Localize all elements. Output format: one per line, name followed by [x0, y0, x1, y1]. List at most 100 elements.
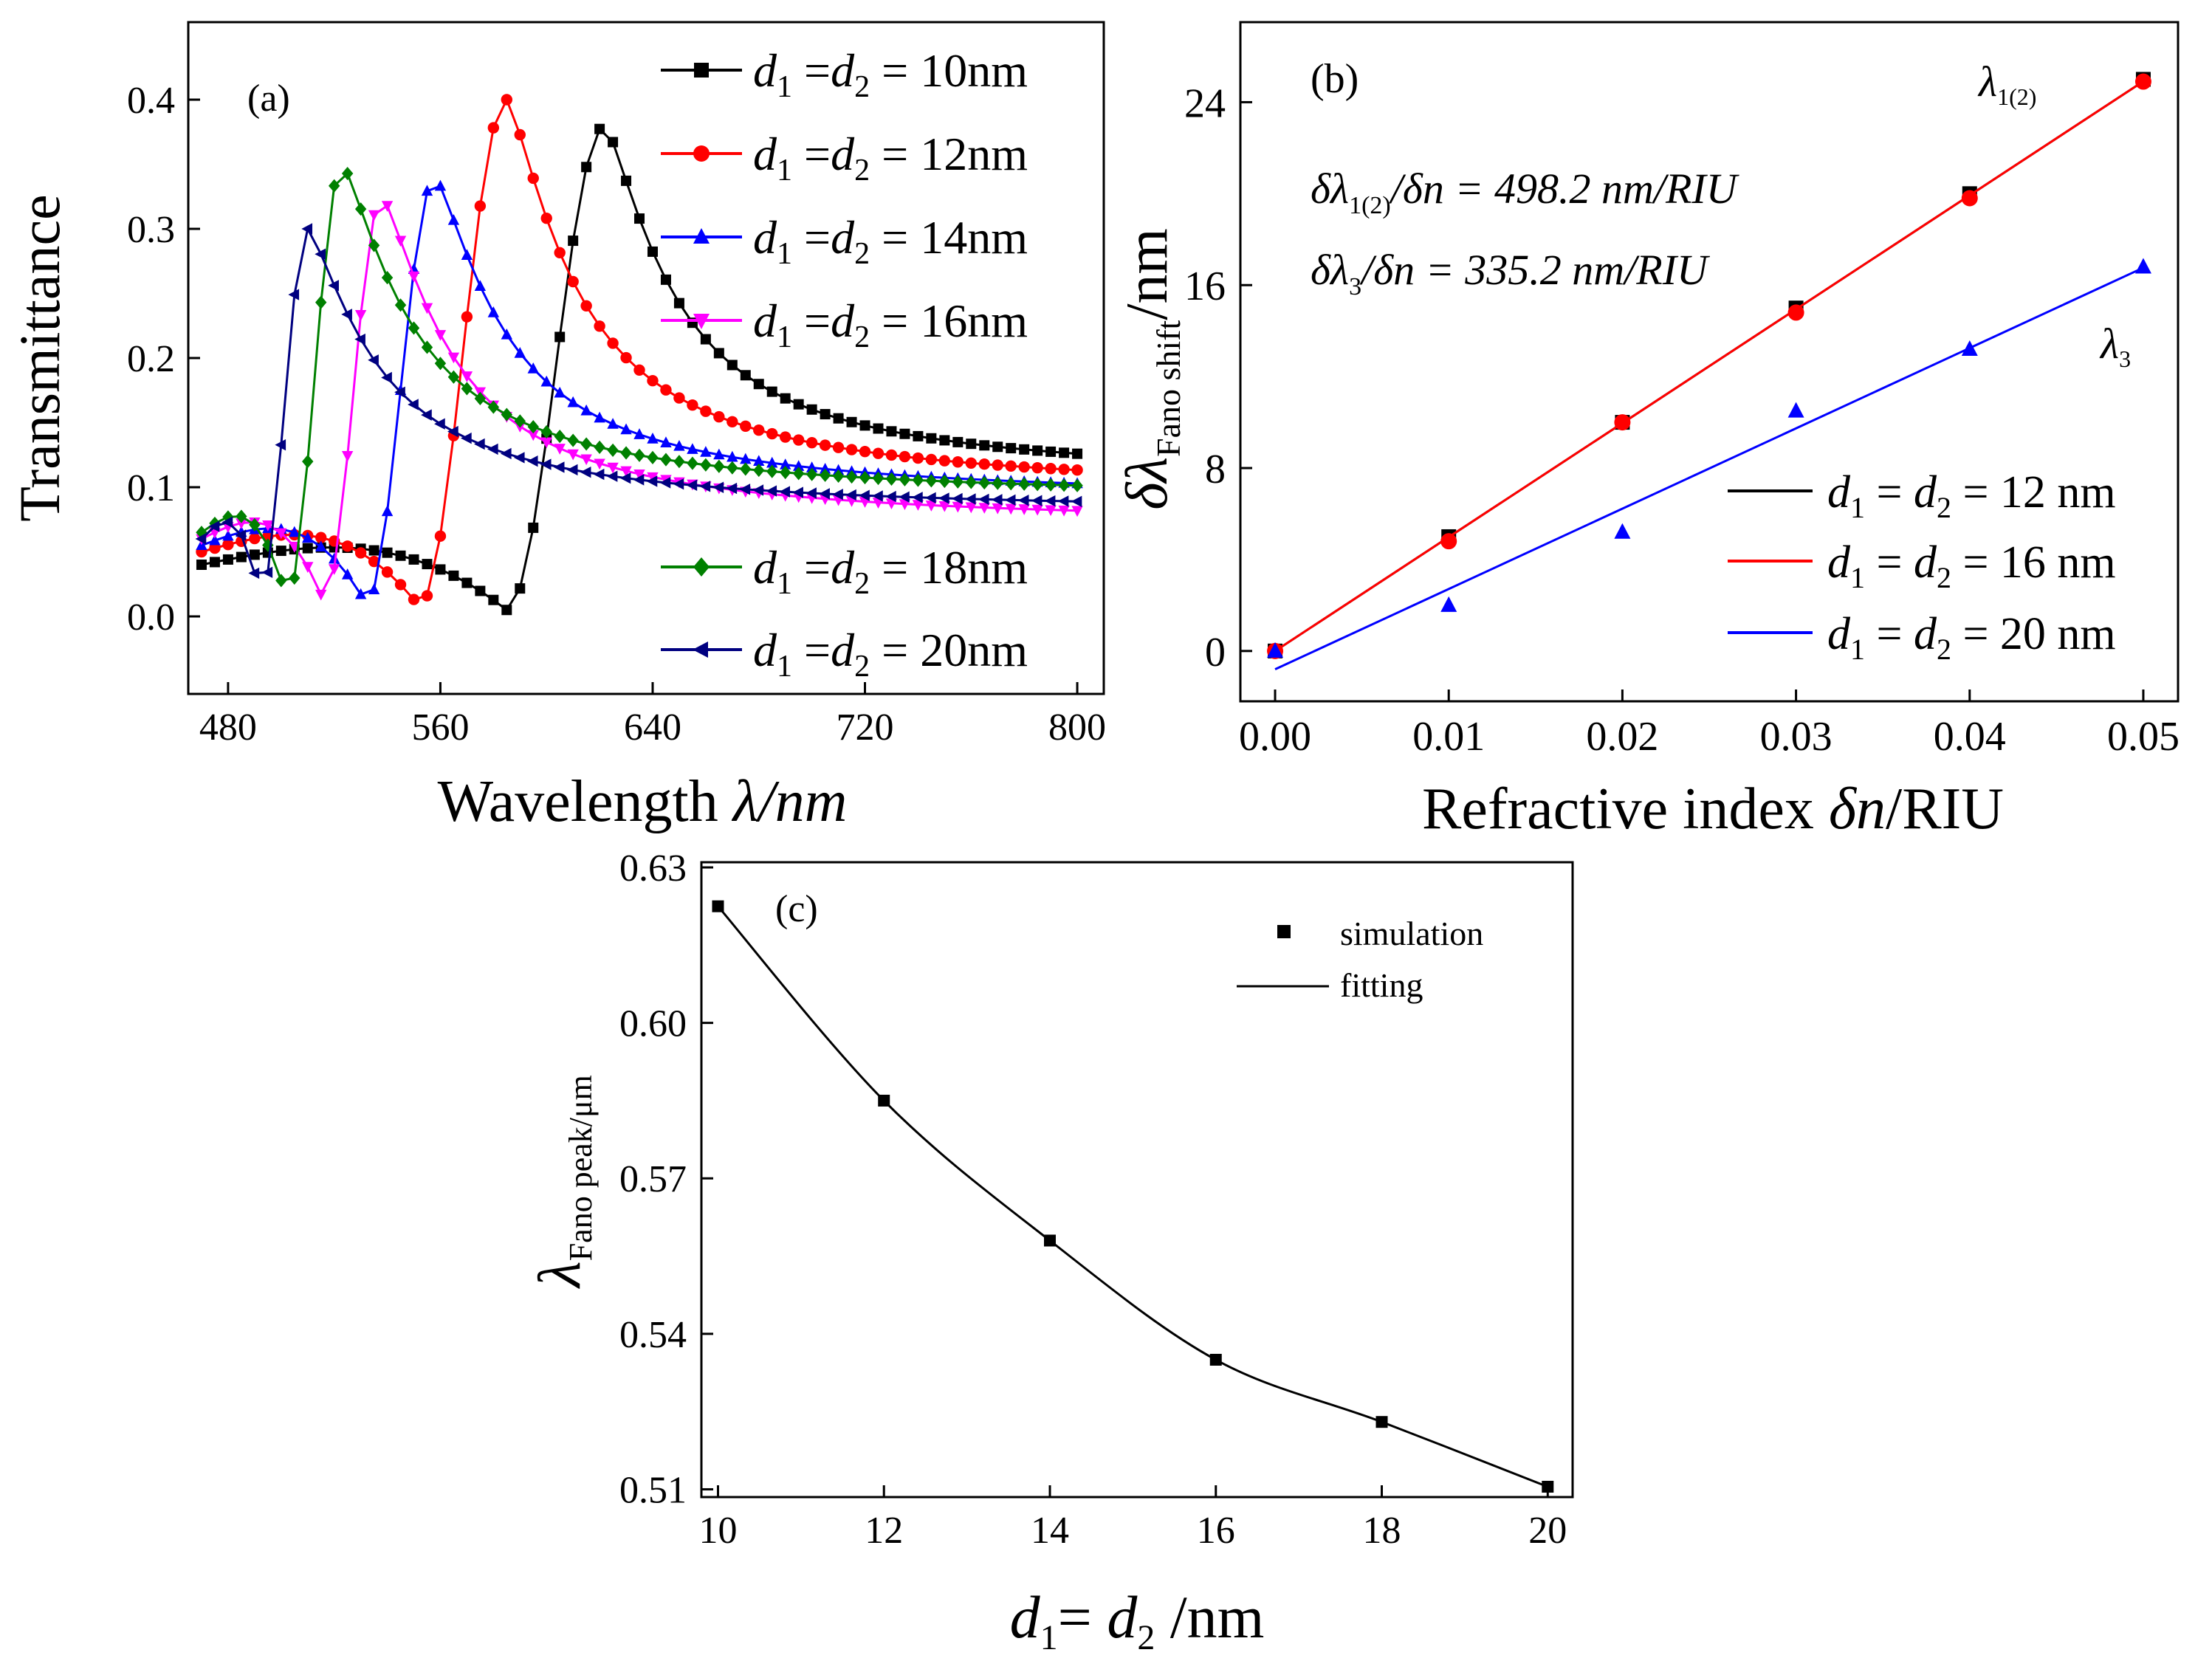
panel-a-point-20nm — [1031, 495, 1043, 506]
panel-a-point-14nm — [222, 529, 234, 541]
panel-a-point-12nm — [209, 542, 221, 554]
panel-b-series-group — [1267, 72, 2151, 670]
panel-a-point-12nm — [461, 311, 473, 323]
panel-c-fitting-line — [717, 905, 1548, 1488]
panel-a-point-12nm — [594, 320, 605, 332]
legend-a-label-14nm: d1 =d2 = 14nm — [753, 211, 1028, 271]
legend-b-label-0: d1 = d2 = 12 nm — [1827, 467, 2116, 524]
panel-a-point-18nm — [899, 472, 911, 486]
panel-a-point-14nm — [792, 460, 805, 471]
panel-a-point-20nm — [447, 425, 458, 438]
panel-a-point-10nm — [966, 438, 977, 450]
panel-a-point-20nm — [819, 488, 830, 500]
panel-c-xtick-label: 18 — [1363, 1510, 1401, 1552]
panel-a-point-18nm — [275, 574, 287, 588]
panel-a-point-10nm — [488, 594, 499, 605]
panel-c-simulation-point — [1209, 1353, 1222, 1366]
panel-a-point-18nm — [580, 437, 592, 451]
panel-a-point-12nm — [992, 459, 1003, 471]
panel-a-point-20nm — [195, 533, 207, 545]
panel-a-point-16nm — [408, 271, 420, 283]
panel-b-curve-label-3: λ3 — [2099, 320, 2131, 372]
panel-a-point-10nm — [727, 360, 738, 371]
panel-a-point-12nm — [1071, 464, 1083, 476]
panel-a-point-18nm — [249, 517, 261, 532]
xc-sub2: 2 — [1137, 1618, 1155, 1657]
panel-a-point-12nm — [620, 351, 632, 364]
panel-a-point-20nm — [912, 492, 923, 503]
panel-a-point-18nm — [474, 391, 487, 405]
panel-a-point-18nm — [885, 472, 898, 486]
panel-a-point-14nm — [673, 439, 685, 451]
xc-sub1: 1 — [1040, 1618, 1058, 1657]
panel-a-point-14nm — [501, 328, 513, 340]
panel-c-simulation-point — [712, 900, 724, 912]
panel-a-point-20nm — [1017, 495, 1029, 506]
panel-a-xlabel-suffix: /nm — [755, 769, 847, 834]
panel-a-point-20nm — [726, 482, 738, 495]
panel-a-point-16nm — [540, 437, 552, 449]
panel-a-point-20nm — [699, 481, 711, 492]
panel-a-point-16nm — [315, 589, 327, 601]
panel-a-point-18nm — [514, 414, 526, 428]
panel-a-point-12nm — [222, 539, 234, 551]
panel-a-point-16nm — [368, 210, 380, 221]
svg-text:δλFano shift/nm: δλFano shift/nm — [1115, 228, 1187, 510]
panel-a-point-10nm — [475, 585, 486, 596]
panel-b-sensitivity-1: δλ1(2)/δn = 498.2 nm/RIU — [1311, 165, 1740, 219]
legend-a-marker-18nm — [693, 557, 710, 577]
legend-a-label-10nm: d1 =d2 = 10nm — [753, 44, 1028, 104]
panel-a-point-20nm — [686, 479, 698, 491]
panel-a-point-12nm — [315, 532, 327, 543]
panel-a-point-20nm — [487, 443, 498, 455]
panel-a-point-12nm — [845, 444, 858, 455]
panel-a-point-14nm — [727, 450, 738, 462]
panel-a-point-10nm — [806, 404, 817, 415]
panel-a-point-16nm — [527, 430, 539, 441]
panel-b-xlabel-symbol: δn — [1829, 777, 1886, 842]
panel-a-point-20nm — [341, 309, 352, 320]
panel-a-point-16nm — [1071, 506, 1083, 517]
panel-a-point-20nm — [235, 529, 247, 541]
panel-a-xtick-label: 560 — [411, 706, 469, 749]
panel-a-point-14nm — [487, 306, 500, 317]
panel-a-point-16nm — [978, 503, 990, 514]
panel-a-point-10nm — [647, 246, 658, 257]
panel-c-ytick-label: 0.51 — [619, 1469, 687, 1511]
panel-a-point-18nm — [289, 571, 300, 585]
panel-a-point-20nm — [540, 458, 552, 470]
xc-eq: = — [1058, 1583, 1107, 1651]
panel-a-point-10nm — [833, 413, 844, 424]
panel-a-point-12nm — [978, 458, 990, 470]
panel-a-series-group — [195, 94, 1083, 616]
panel-a-point-12nm — [633, 364, 645, 376]
panel-a-point-14nm — [434, 179, 447, 191]
panel-a-point-14nm — [368, 583, 380, 595]
panel-a-point-10nm — [222, 554, 233, 565]
panel-c-simulation-point — [878, 1094, 890, 1107]
panel-a-point-20nm — [368, 354, 379, 366]
panel-a-point-20nm — [964, 493, 976, 505]
panel-c-ylabel-sub: Fano peak — [563, 1127, 599, 1261]
panel-c-series-group — [712, 900, 1554, 1493]
panel-a-point-20nm — [526, 455, 538, 467]
panel-a-point-18nm — [740, 462, 752, 476]
panel-b-point-2 — [1614, 523, 1631, 539]
panel-a-point-14nm — [700, 446, 712, 457]
panel-a-point-18nm — [872, 471, 885, 486]
panel-a-point-14nm — [620, 423, 632, 435]
panel-a-point-14nm — [633, 428, 645, 439]
panel-a-point-18nm — [633, 448, 645, 462]
panel-a-point-14nm — [554, 386, 566, 398]
panel-a-point-16nm — [580, 454, 592, 466]
panel-b-fit-line-1 — [1274, 80, 2144, 653]
panel-a-point-10nm — [1059, 447, 1070, 458]
panel-a-point-20nm — [315, 248, 326, 260]
panel-a-point-10nm — [249, 549, 260, 560]
panel-a-point-18nm — [647, 450, 659, 464]
panel-a-point-20nm — [593, 468, 605, 481]
panel-a-point-12nm — [965, 457, 977, 469]
panel-c-legend: simulation fitting — [1237, 915, 1483, 1004]
panel-a-point-18nm — [620, 446, 632, 460]
panel-a-point-10nm — [528, 522, 539, 533]
